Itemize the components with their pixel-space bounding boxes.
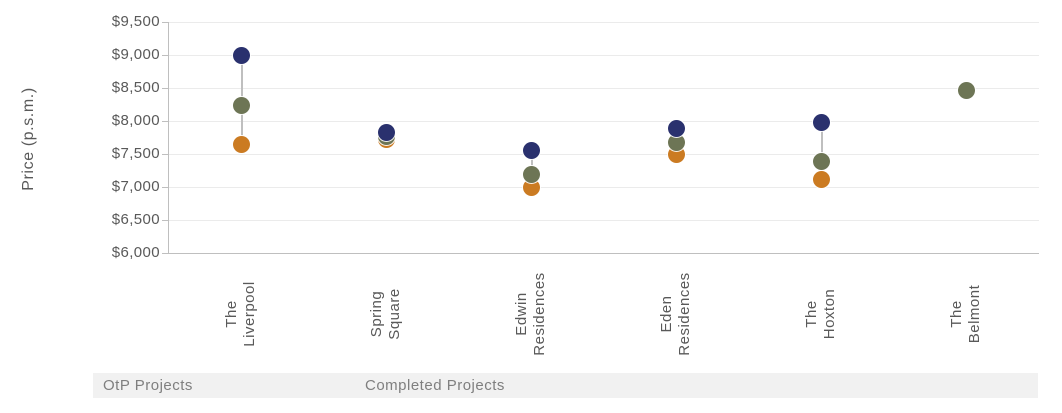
y-tick-label: $7,000 (111, 178, 160, 195)
y-axis-tick (162, 88, 168, 89)
gridline (169, 154, 1039, 155)
gridline (169, 22, 1039, 23)
y-tick-label: $8,000 (111, 112, 160, 129)
group-label-otp-projects: OtP Projects (103, 377, 193, 394)
y-axis-tick (162, 154, 168, 155)
gridline (169, 220, 1039, 221)
navy-high-point (523, 142, 540, 160)
category-label: Eden Residences (657, 272, 693, 356)
y-axis-tick (162, 121, 168, 122)
category-label: The Hoxton (802, 288, 838, 340)
y-axis-tick (162, 253, 168, 254)
gridline (169, 121, 1039, 122)
category-label: The Belmont (947, 284, 983, 344)
category-label: Edwin Residences (512, 272, 548, 356)
orange-low-point (813, 170, 830, 188)
olive-mid-point (813, 153, 830, 171)
y-axis-title: Price (p.s.m.) (20, 87, 37, 191)
high-low-connector (820, 122, 823, 180)
navy-high-point (813, 114, 830, 132)
category-label: Spring Square (367, 288, 403, 340)
y-axis-tick (162, 220, 168, 221)
plot-area (162, 22, 1039, 254)
navy-high-point (378, 123, 395, 141)
y-tick-label: $8,500 (111, 79, 160, 96)
gridline (169, 88, 1039, 89)
y-tick-label: $6,000 (111, 244, 160, 261)
project-group-band: OtP Projects Completed Projects (93, 373, 1038, 398)
y-axis-tick (162, 55, 168, 56)
olive-mid-point (523, 165, 540, 183)
y-tick-label: $9,000 (111, 46, 160, 63)
orange-low-point (523, 178, 540, 196)
gridline (169, 187, 1039, 188)
category-label: The Liverpool (222, 281, 258, 347)
group-label-completed-projects: Completed Projects (365, 377, 505, 394)
y-axis-tick (162, 22, 168, 23)
orange-low-point (668, 146, 685, 164)
olive-mid-point (958, 82, 975, 100)
y-tick-label: $6,500 (111, 211, 160, 228)
gridline (169, 55, 1039, 56)
y-axis-tick (162, 187, 168, 188)
navy-high-point (668, 119, 685, 137)
y-tick-label: $9,500 (111, 13, 160, 30)
olive-mid-point (668, 133, 685, 151)
olive-mid-point (233, 96, 250, 114)
navy-high-point (233, 46, 250, 64)
y-tick-label: $7,500 (111, 145, 160, 162)
orange-low-point (233, 135, 250, 153)
